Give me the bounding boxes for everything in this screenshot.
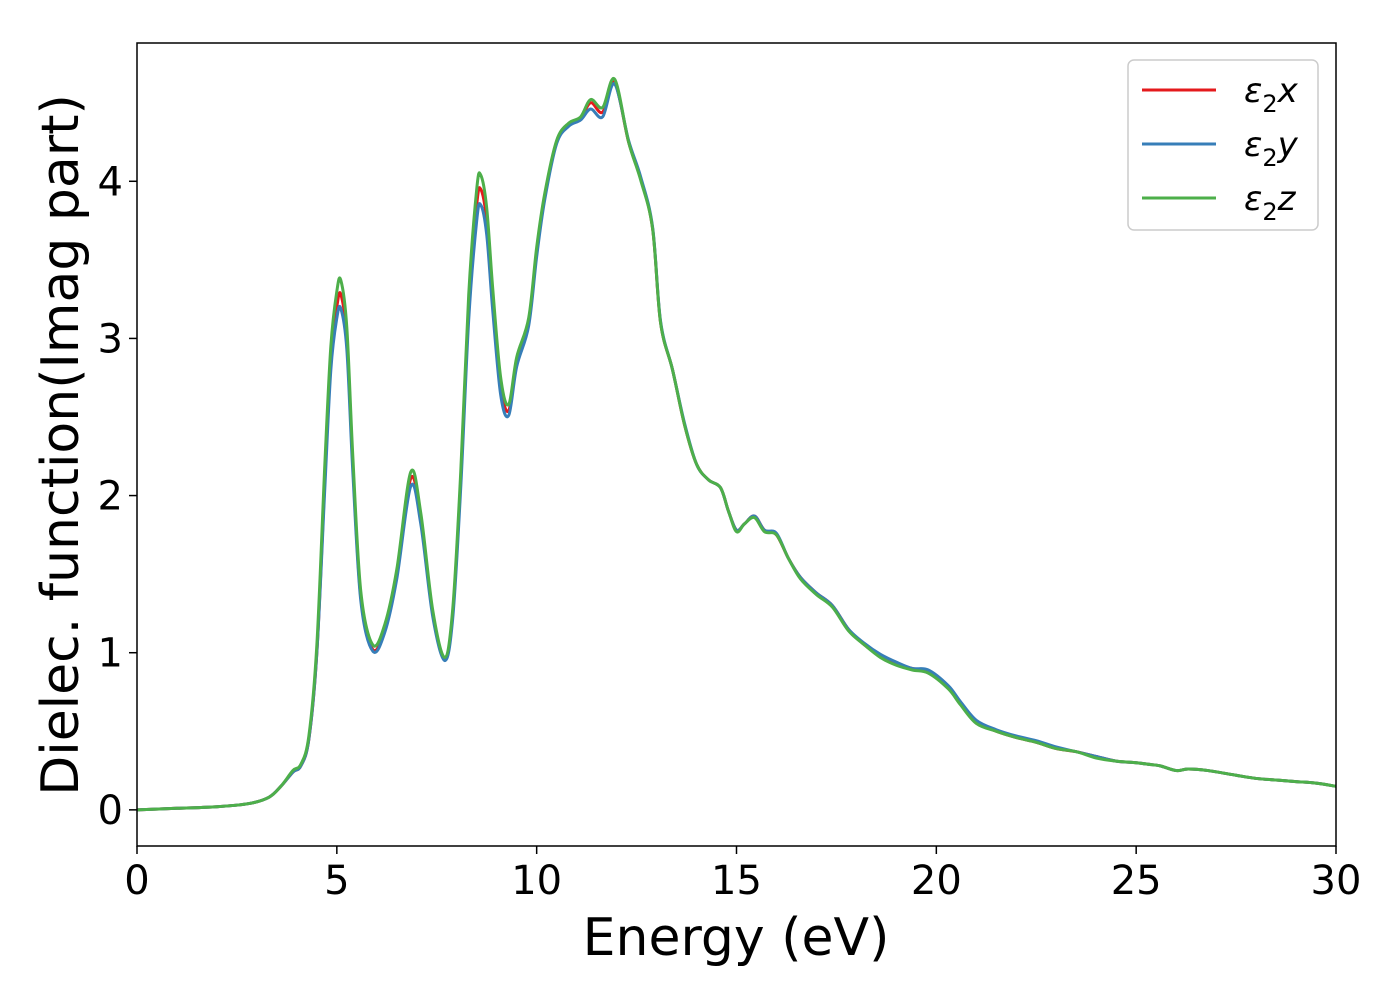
legend: ε2x ε2y ε2z [1127,59,1319,231]
legend-label-x: ε2x [1244,71,1299,118]
x-tick-label: 20 [911,858,962,904]
series-line-z [136,77,1337,812]
x-axis: 0 5 10 15 20 25 30 [124,846,1361,904]
legend-label-z: ε2z [1244,179,1297,226]
y-axis: 0 1 2 3 4 [98,159,137,834]
x-tick-label: 5 [324,858,349,904]
x-tick-label: 15 [711,858,762,904]
y-tick-label: 0 [98,788,123,834]
y-tick-label: 3 [98,316,123,362]
x-tick-label: 30 [1311,858,1362,904]
series-layer [136,77,1337,812]
y-tick-label: 4 [98,159,123,205]
x-tick-label: 0 [124,858,149,904]
y-tick-label: 1 [98,631,123,677]
legend-box [1127,59,1319,231]
x-axis-label: Energy (eV) [583,908,890,968]
legend-label-y: ε2y [1244,125,1299,172]
y-tick-label: 2 [98,474,123,520]
y-axis-label: Dielec. function(Imag part) [31,94,91,796]
x-tick-label: 10 [511,858,562,904]
x-tick-label: 25 [1111,858,1162,904]
